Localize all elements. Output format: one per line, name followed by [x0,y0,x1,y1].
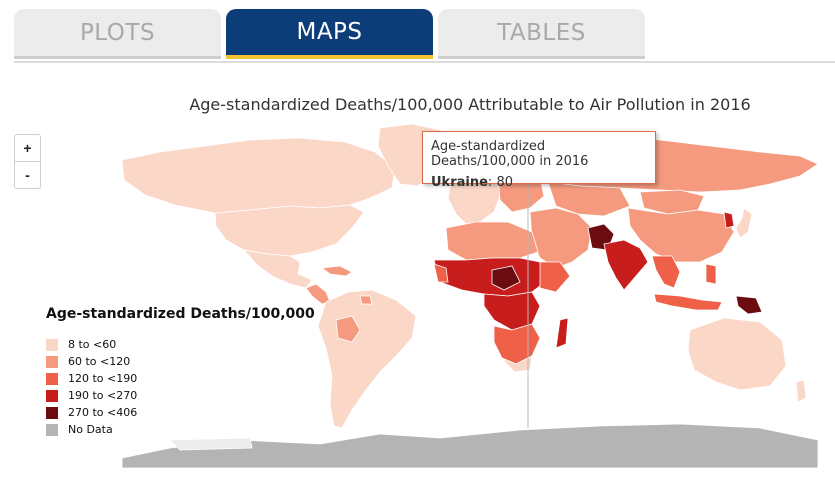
legend-swatch [46,372,58,385]
map-region-canada[interactable] [121,137,396,214]
legend-swatch [46,338,58,351]
map-region-indonesia[interactable] [653,293,723,311]
map-legend: Age-standardized Deaths/100,000 8 to <60… [46,306,315,438]
zoom-controls: + - [14,134,41,189]
legend-label: 8 to <60 [68,338,117,351]
legend-label: No Data [68,423,113,436]
map-region-korea[interactable] [723,211,735,229]
map-region-sahel[interactable] [433,257,549,297]
tab-plots[interactable]: PLOTS [14,9,221,59]
legend-item[interactable]: 60 to <120 [46,353,315,370]
legend-item[interactable]: No Data [46,421,315,438]
map-region-bolivia[interactable] [335,315,361,343]
tooltip-value: 80 [496,175,513,190]
legend-label: 270 to <406 [68,406,138,419]
legend-swatch [46,406,58,419]
legend-label: 60 to <120 [68,355,131,368]
map-region-north-africa[interactable] [445,221,539,261]
map-region-southern-africa[interactable] [493,323,541,365]
map-region-chad[interactable] [491,265,521,291]
zoom-in-button[interactable]: + [15,135,40,162]
legend-item[interactable]: 190 to <270 [46,387,315,404]
legend-item[interactable]: 8 to <60 [46,336,315,353]
map-region-antarctic-peninsula[interactable] [169,437,253,451]
map-region-antarctica[interactable] [121,423,819,469]
map-region-usa[interactable] [214,204,365,257]
map-region-west-africa-coast[interactable] [433,263,449,283]
tooltip-separator: : [487,175,497,190]
legend-swatch [46,355,58,368]
legend-item[interactable]: 120 to <190 [46,370,315,387]
zoom-out-button[interactable]: - [25,167,30,183]
tooltip-value-line: Ukraine: 80 [431,175,647,190]
map-region-madagascar[interactable] [555,317,569,349]
tooltip-title: Age-standardized Deaths/100,000 in 2016 [431,139,589,169]
legend-swatch [46,389,58,402]
map-region-philippines[interactable] [705,263,717,285]
legend-label: 190 to <270 [68,389,138,402]
map-region-japan[interactable] [735,207,753,239]
map-region-caribbean[interactable] [320,265,353,277]
tab-bar: PLOTS MAPS TABLES [0,0,835,64]
map-region-south-africa[interactable] [501,355,533,373]
tab-maps[interactable]: MAPS [226,9,433,59]
map-region-guyana[interactable] [359,295,373,305]
tab-divider [14,61,835,63]
map-tooltip: Age-standardized Deaths/100,000 in 2016 … [422,131,656,190]
tab-tables[interactable]: TABLES [438,9,645,59]
map-region-mexico[interactable] [242,249,313,289]
legend-item[interactable]: 270 to <406 [46,404,315,421]
map-title: Age-standardized Deaths/100,000 Attribut… [189,95,751,114]
map-region-china[interactable] [627,207,735,263]
tooltip-country: Ukraine [431,175,488,190]
legend-items: 8 to <60 60 to <120 120 to <190 190 to <270… [46,336,315,438]
map-region-southeast-asia[interactable] [651,255,681,289]
map-region-new-zealand[interactable] [795,379,807,403]
map-region-australia[interactable] [687,317,787,391]
map-region-middle-east[interactable] [529,207,593,269]
map-region-papua-new-guinea[interactable] [735,295,763,315]
legend-title: Age-standardized Deaths/100,000 [46,306,315,322]
map-region-india[interactable] [603,239,649,291]
map-region-central-america[interactable] [305,283,331,305]
legend-label: 120 to <190 [68,372,138,385]
legend-swatch [46,423,58,436]
map-region-kazakhstan[interactable] [547,181,631,217]
map-region-horn-of-africa[interactable] [539,261,571,293]
map-region-south-america[interactable] [317,289,417,429]
